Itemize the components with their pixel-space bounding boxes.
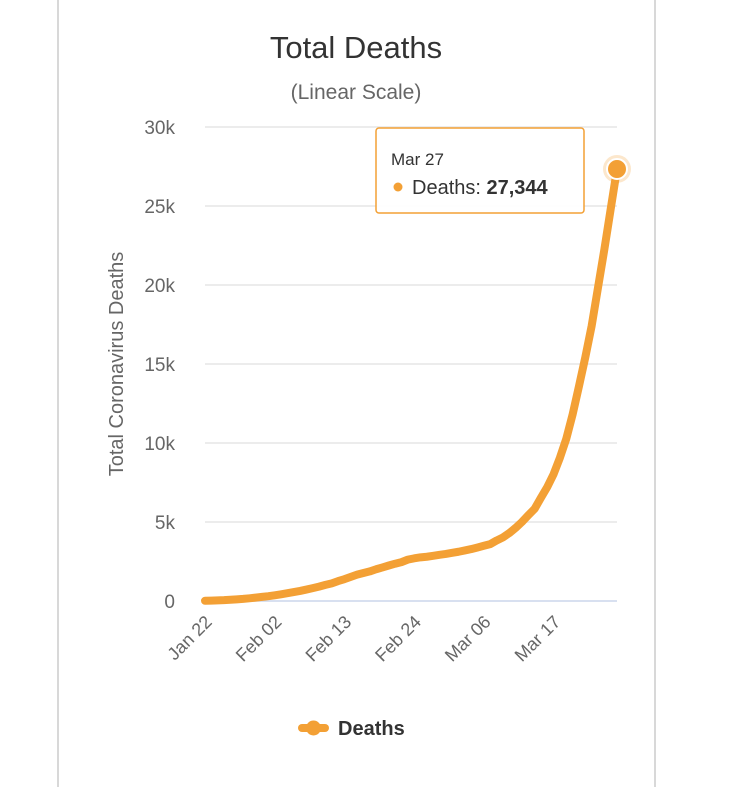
x-tick-label: Feb 13	[302, 612, 356, 666]
hover-marker[interactable]	[606, 157, 628, 180]
tooltip-box	[375, 127, 585, 214]
x-tick-label: Mar 06	[441, 612, 495, 666]
y-axis-ticks: 0 5k 10k 15k 20k 25k 30k	[144, 118, 175, 613]
tooltip-date: Mar 27	[391, 150, 444, 169]
y-axis-label: Total Coronavirus Deaths	[106, 252, 128, 477]
card-border-left	[57, 0, 59, 787]
x-tick-label: Jan 22	[163, 612, 215, 664]
y-tick-label: 25k	[144, 197, 175, 218]
legend-marker-symbol	[306, 720, 321, 736]
tooltip: Mar 27 Deaths: 27,344	[375, 127, 585, 214]
tooltip-value: 27,344	[486, 177, 548, 199]
legend[interactable]: Deaths	[298, 718, 405, 740]
y-tick-label: 20k	[144, 276, 175, 297]
card-border-right	[654, 0, 656, 787]
y-tick-label: 0	[164, 592, 175, 613]
chart-subtitle: (Linear Scale)	[291, 81, 422, 104]
x-tick-label: Mar 17	[511, 612, 565, 666]
tooltip-series-dot	[393, 182, 403, 192]
y-tick-label: 30k	[144, 118, 175, 139]
tooltip-series-text: Deaths: 27,344	[412, 177, 549, 199]
y-tick-label: 10k	[144, 434, 175, 455]
x-tick-label: Feb 24	[371, 612, 425, 666]
y-tick-label: 15k	[144, 355, 175, 376]
x-tick-label: Feb 02	[232, 612, 286, 666]
series-line-deaths[interactable]	[201, 164, 621, 605]
chart-title: Total Deaths	[270, 30, 442, 65]
y-tick-label: 5k	[155, 513, 176, 534]
x-axis-ticks: Jan 22 Feb 02 Feb 13 Feb 24 Mar 06 Mar 17	[163, 612, 564, 666]
legend-label-deaths: Deaths	[338, 718, 405, 740]
tooltip-series-label: Deaths:	[412, 177, 486, 199]
